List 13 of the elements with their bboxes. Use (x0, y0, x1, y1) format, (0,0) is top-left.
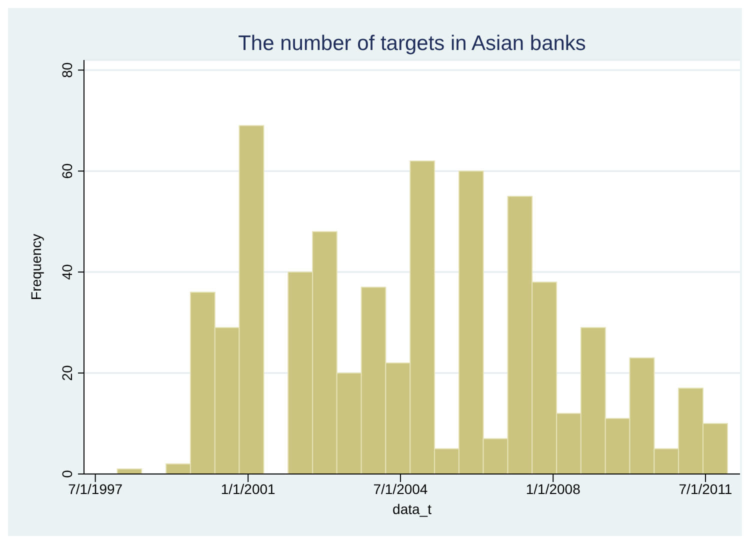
x-tick-label: 7/1/2011 (678, 480, 732, 497)
y-axis-title: Frequency (28, 234, 44, 300)
y-tick-label: 80 (59, 62, 75, 78)
x-axis-title: data_t (392, 501, 432, 517)
y-tick-label: 60 (59, 163, 75, 179)
chart-title: The number of targets in Asian banks (237, 32, 587, 56)
x-tick-label: 7/1/2004 (373, 480, 428, 497)
y-tick-label: 40 (59, 264, 75, 280)
y-tick-label: 0 (59, 470, 75, 478)
y-tick-label: 20 (59, 365, 75, 381)
x-tick-label: 1/1/2001 (220, 480, 276, 497)
x-tick-label: 7/1/1997 (68, 480, 123, 497)
x-tick-label: 1/1/2008 (526, 480, 581, 497)
